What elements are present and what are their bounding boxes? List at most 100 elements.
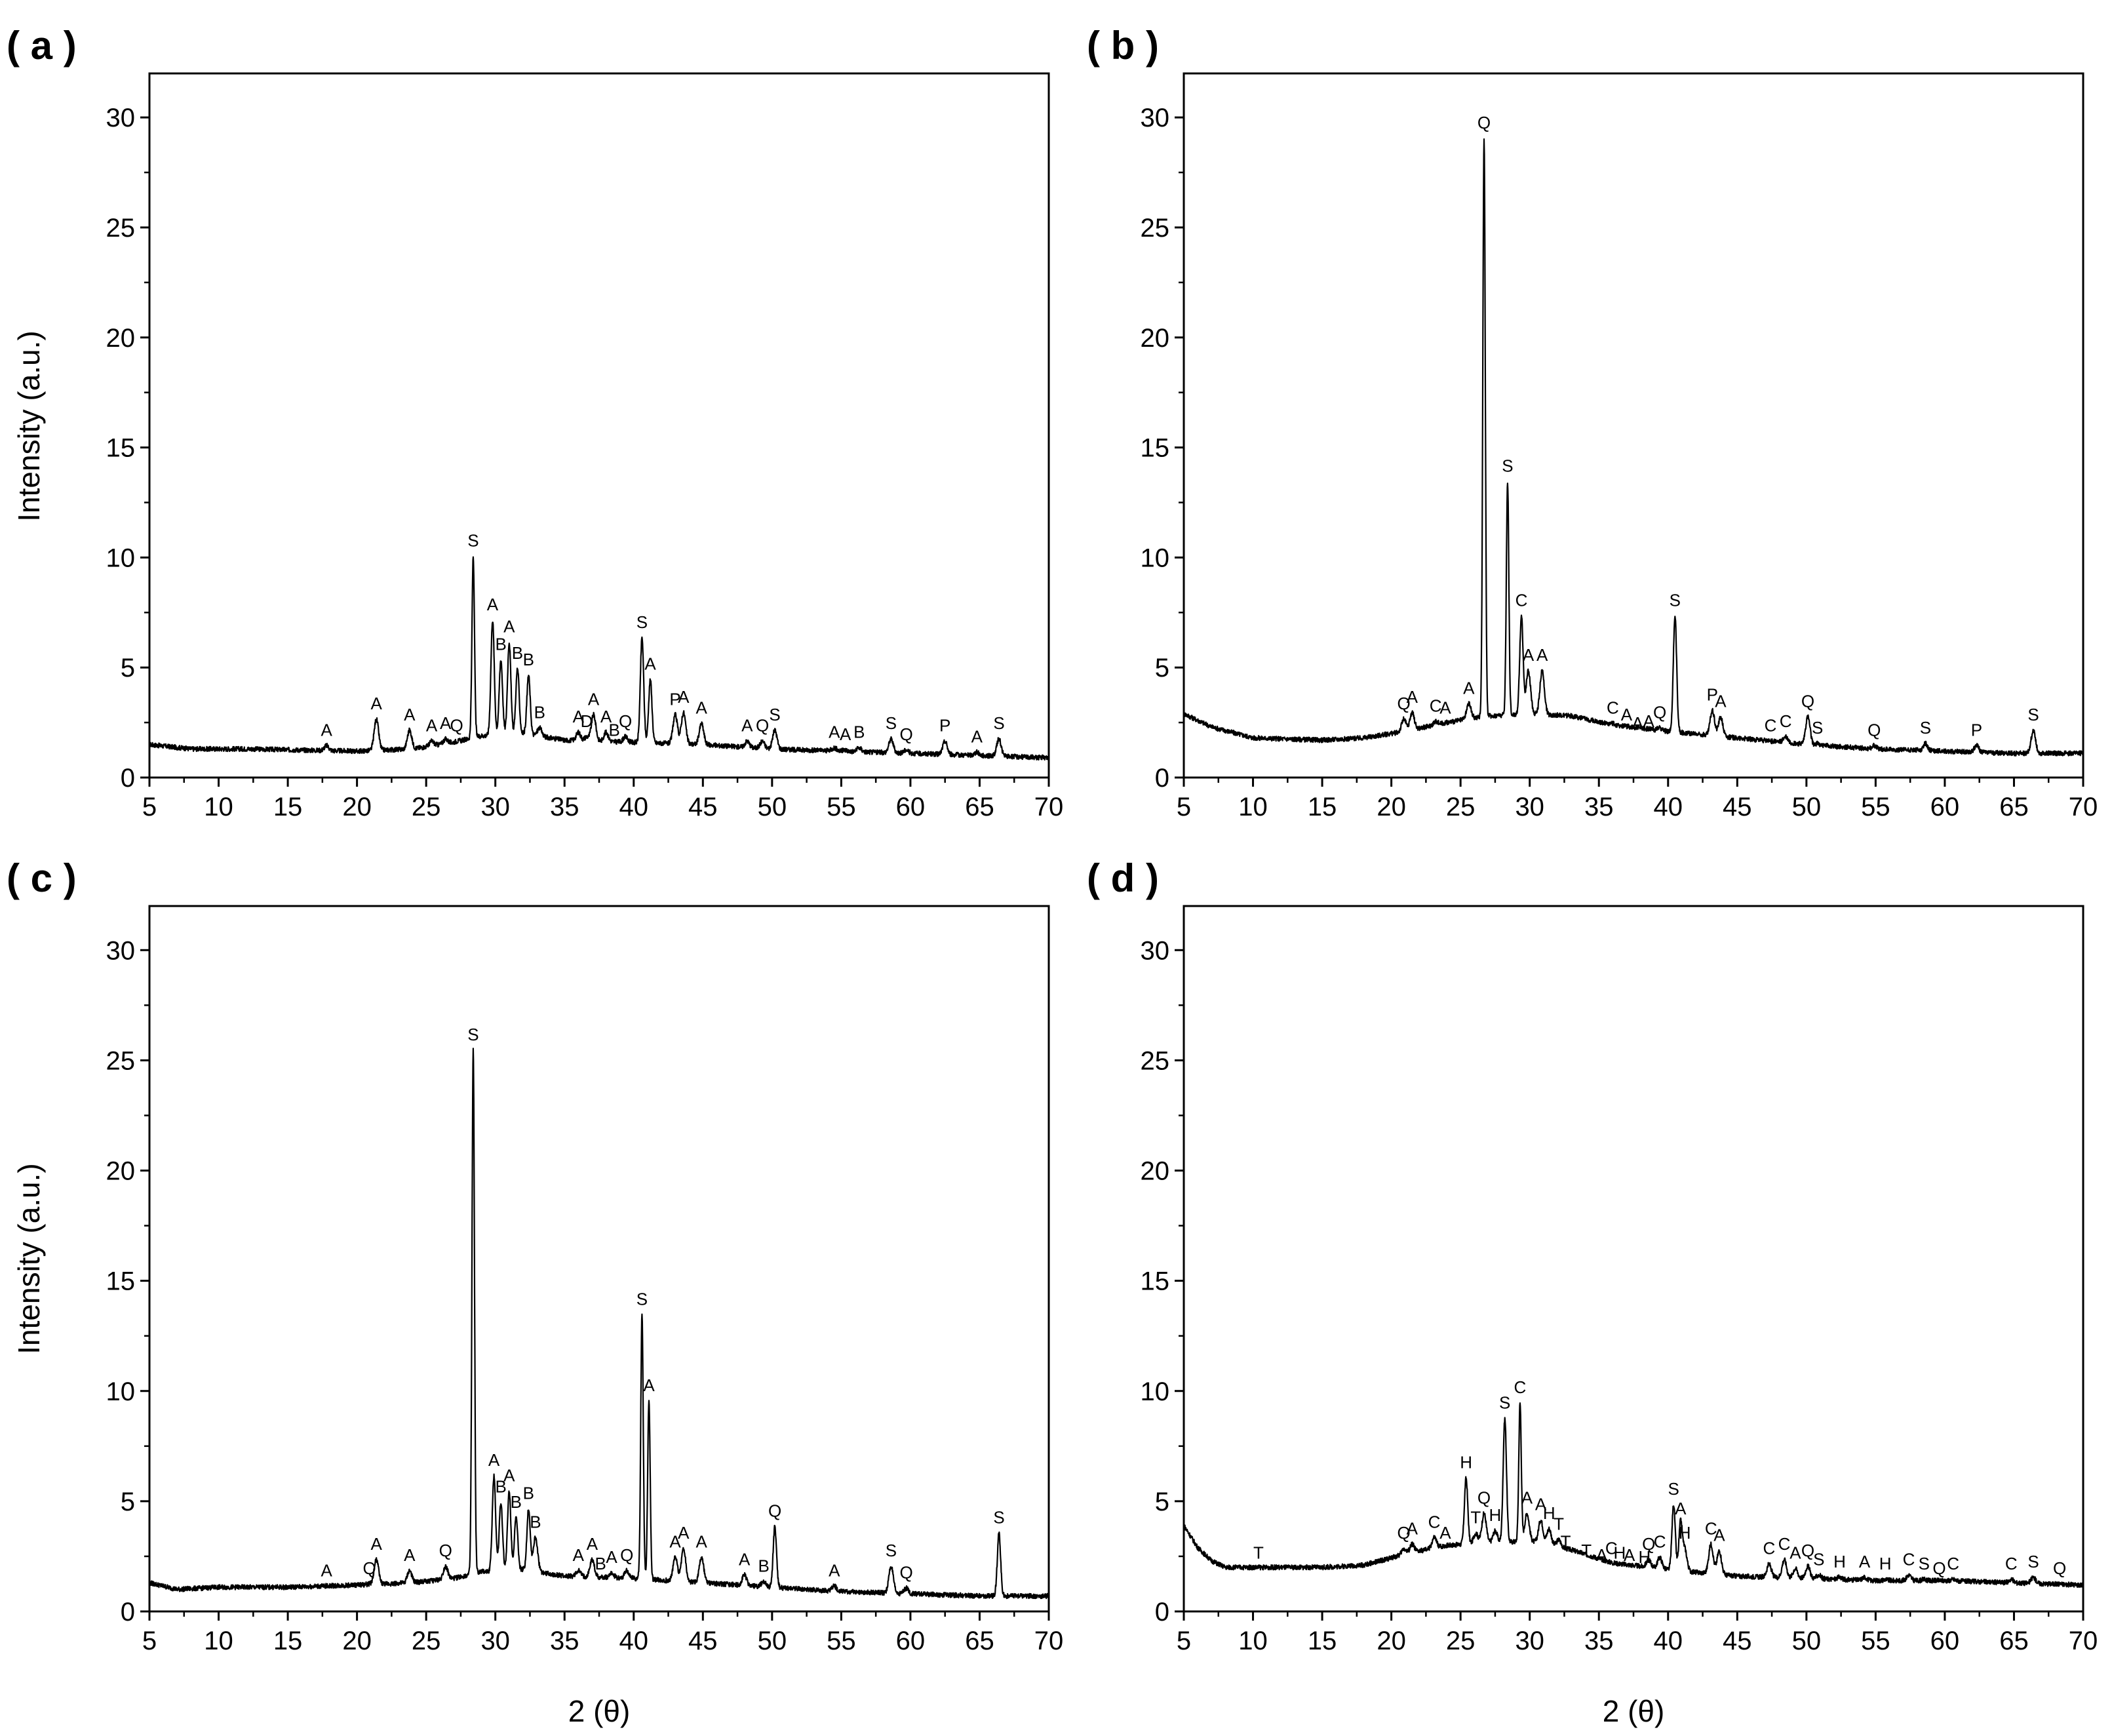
y-tick-label: 0 <box>121 764 135 793</box>
peak-label: Q <box>1477 1488 1491 1507</box>
peak-label: Q <box>1801 1541 1814 1560</box>
peak-label: Q <box>899 724 912 744</box>
panel-letter-b: ( b ) <box>1087 24 1159 68</box>
y-tick-label: 20 <box>106 324 136 353</box>
peak-label: A <box>573 1545 585 1565</box>
panel-d: ( d )5 10 15 20 25 30 35 40 45 50 55 60 65 7005101520… <box>1087 856 2098 1728</box>
peak-label: A <box>643 1375 655 1395</box>
peak-label: B <box>595 1554 606 1573</box>
peak-label: P <box>1707 685 1718 705</box>
x-tick-label: 45 <box>688 793 718 821</box>
x-tick-label: 5 <box>1177 793 1191 821</box>
peak-label: A <box>503 1466 515 1486</box>
peak-label: S <box>1920 718 1931 738</box>
x-tick-label: 65 <box>1999 793 2029 821</box>
peak-label: C <box>1514 1377 1527 1397</box>
peak-label: B <box>523 650 534 669</box>
peak-label: B <box>523 1484 534 1503</box>
y-tick-label: 10 <box>1141 1377 1170 1406</box>
peak-label: Q <box>1397 1523 1410 1543</box>
peak-label: S <box>1670 590 1681 610</box>
peak-label: A <box>1407 687 1418 707</box>
peak-label: B <box>853 722 865 742</box>
peak-label: Q <box>362 1558 376 1578</box>
y-tick-label: 5 <box>121 654 135 682</box>
y-tick-label: 10 <box>106 1377 136 1406</box>
peak-label: Q <box>1932 1558 1946 1578</box>
peak-label: Q <box>1801 692 1814 711</box>
x-tick-label: 50 <box>1792 793 1822 821</box>
peak-label: D <box>581 711 593 731</box>
peak-label: S <box>1812 718 1823 738</box>
peak-label: B <box>511 1492 522 1512</box>
x-tick-label: 10 <box>1238 1627 1268 1655</box>
peak-label: S <box>2027 1552 2039 1571</box>
x-tick-label: 40 <box>619 793 649 821</box>
x-tick-label: 50 <box>758 793 787 821</box>
peak-label: A <box>588 689 600 709</box>
peak-label: Q <box>619 711 632 731</box>
peak-label: C <box>1430 696 1442 715</box>
y-tick-label: 20 <box>1141 1157 1170 1186</box>
x-tick-label: 30 <box>1515 793 1544 821</box>
peak-label: A <box>488 1450 500 1470</box>
peak-label: C <box>1705 1518 1717 1538</box>
x-tick-label: 20 <box>342 1627 372 1655</box>
x-tick-label: 65 <box>965 793 994 821</box>
peak-label: A <box>1715 692 1727 711</box>
peak-label: H <box>1638 1547 1651 1567</box>
peak-label: S <box>993 713 1004 733</box>
y-tick-label: 10 <box>106 543 136 572</box>
peak-label: Q <box>2053 1558 2066 1578</box>
xrd-pattern-line-b <box>1183 138 2084 757</box>
y-tick-label: 25 <box>1141 214 1170 243</box>
y-tick-label: 25 <box>106 214 136 243</box>
x-tick-label: 55 <box>1861 793 1890 821</box>
peak-label: Q <box>439 1541 452 1560</box>
peak-label: A <box>321 1560 333 1580</box>
peak-label: A <box>678 687 690 707</box>
y-tick-label: 30 <box>106 936 136 965</box>
y-tick-label: 25 <box>1141 1046 1170 1075</box>
y-tick-label: 15 <box>106 1267 136 1296</box>
y-tick-label: 15 <box>1141 1267 1170 1296</box>
plot-frame-d <box>1183 905 2084 1613</box>
x-tick-label: 30 <box>1515 1627 1544 1655</box>
peak-label: P <box>1971 720 1982 740</box>
panel-letter-a: ( a ) <box>7 24 77 68</box>
x-tick-label: 15 <box>1308 1627 1337 1655</box>
peak-label: A <box>1789 1543 1801 1562</box>
y-tick-label: 15 <box>106 434 136 463</box>
x-tick-label: 35 <box>1584 1627 1614 1655</box>
peak-label: C <box>1903 1549 1915 1569</box>
peak-label: A <box>370 694 382 713</box>
x-tick-label: 40 <box>1654 793 1683 821</box>
peak-label: A <box>829 722 840 742</box>
x-tick-label: 60 <box>1930 1627 1960 1655</box>
peak-label: S <box>467 531 479 551</box>
peak-label: A <box>1632 713 1644 733</box>
x-tick-label: 5 <box>142 1627 157 1655</box>
peak-label: A <box>321 720 333 740</box>
x-tick-label: 65 <box>965 1627 994 1655</box>
peak-label: P <box>669 689 680 709</box>
peak-label: A <box>587 1534 598 1554</box>
peak-label: A <box>1523 645 1535 665</box>
panel-letter-c: ( c ) <box>7 856 77 900</box>
peak-label: A <box>1439 698 1451 718</box>
x-tick-label: 5 <box>142 793 157 821</box>
x-tick-label: 70 <box>2069 1627 2098 1655</box>
peak-label: A <box>971 726 983 746</box>
peak-label: A <box>1439 1523 1451 1543</box>
y-tick-label: 5 <box>1155 1488 1169 1516</box>
x-tick-label: 55 <box>827 1627 856 1655</box>
x-tick-label: 20 <box>1377 1627 1406 1655</box>
peak-label: T <box>1581 1541 1592 1560</box>
panel-b: ( b )5 10 15 20 25 30 35 40 45 50 55 60 65 7005101520… <box>1087 24 2098 821</box>
x-tick-label: 50 <box>1792 1627 1822 1655</box>
y-tick-label: 20 <box>106 1157 136 1186</box>
x-tick-label: 60 <box>896 793 926 821</box>
peak-label: T <box>1253 1543 1264 1562</box>
y-tick-label: 30 <box>106 104 136 132</box>
panel-a: ( a )5 10 15 20 25 30 35 40 45 50 55 60 65 7005101520… <box>7 24 1063 821</box>
